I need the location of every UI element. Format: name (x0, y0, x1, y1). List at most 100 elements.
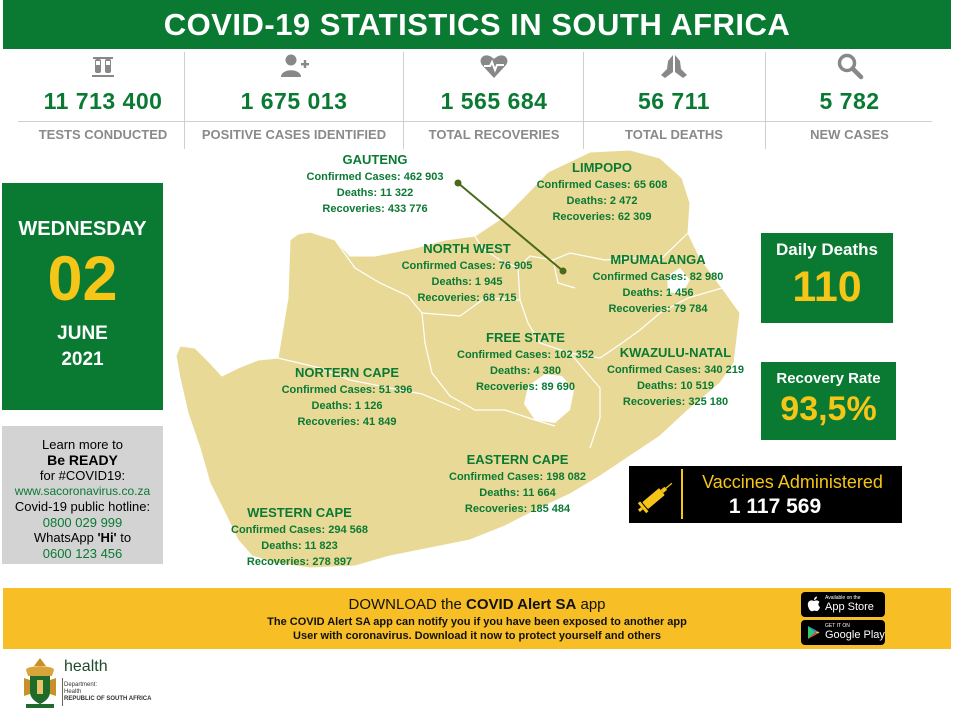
lesotho (524, 374, 574, 423)
recovery-rate-value: 93,5% (780, 390, 877, 428)
province-recoveries: Recoveries: 278 897 (246, 556, 353, 568)
vaccines-box: Vaccines Administered 1 117 569 (629, 466, 902, 523)
apple-icon (807, 596, 820, 612)
stat-recoveries: 1 565 684 TOTAL RECOVERIES (405, 50, 583, 150)
province-recoveries: Recoveries: 68 715 (417, 292, 517, 304)
map-land (175, 149, 741, 569)
info-whatsapp-line: WhatsApp 'Hi' to (2, 530, 163, 546)
stat-value: 11 713 400 (43, 88, 163, 114)
info-line-bold: Be READY (47, 451, 118, 468)
province-gauteng: GAUTENG Confirmed Cases: 462 903 Deaths:… (295, 151, 455, 217)
info-line: Learn more to (42, 437, 123, 452)
download-line-1: The COVID Alert SA app can notify you if… (267, 616, 687, 628)
province-name: GAUTENG (342, 152, 408, 167)
heartbeat-icon (480, 55, 508, 78)
province-deaths: Deaths: 1 945 (431, 276, 503, 288)
province-north-west: NORTH WEST Confirmed Cases: 76 905 Death… (392, 240, 542, 306)
province-name: MPUMALANGA (610, 252, 706, 267)
date-box: WEDNESDAY 02 JUNE 2021 (2, 183, 163, 410)
province-kwazulu-natal: KWAZULU-NATAL Confirmed Cases: 340 219 D… (598, 344, 753, 410)
province-cases: Confirmed Cases: 82 980 (592, 271, 724, 283)
logo-line-3: REPUBLIC OF SOUTH AFRICA (64, 696, 152, 702)
daily-deaths-label: Daily Deaths (775, 240, 879, 259)
province-name: NORTH WEST (423, 241, 511, 256)
stat-value: 1 565 684 (440, 88, 548, 114)
stat-positive-cases: 1 675 013 POSITIVE CASES IDENTIFIED (190, 50, 398, 150)
coat-of-arms-icon (24, 658, 56, 708)
recovery-rate-label: Recovery Rate (776, 370, 881, 387)
info-whatsapp-hi: 'Hi' (97, 530, 117, 545)
stat-value: 1 675 013 (240, 88, 348, 114)
logo-line-1: Department: (64, 682, 98, 688)
google-play-small-text: GET IT ON (825, 623, 850, 629)
province-recoveries: Recoveries: 62 309 (552, 211, 652, 223)
stat-label: POSITIVE CASES IDENTIFIED (201, 127, 387, 142)
province-deaths: Deaths: 11 322 (336, 187, 414, 199)
test-tubes-icon (92, 57, 114, 77)
info-whatsapp-post: to (116, 530, 132, 545)
logo-divider (62, 678, 63, 706)
recovery-rate-box: Recovery Rate 93,5% (761, 362, 896, 440)
province-free-state: FREE STATE Confirmed Cases: 102 352 Deat… (448, 329, 603, 395)
app-store-button[interactable]: Available on the App Store (801, 592, 885, 617)
province-deaths: Deaths: 4 380 (490, 365, 561, 377)
magnifier-icon (837, 53, 863, 80)
province-borders (277, 232, 723, 449)
logo-subtext: Department: Health REPUBLIC OF SOUTH AFR… (64, 682, 151, 703)
province-recoveries: Recoveries: 325 180 (622, 396, 729, 408)
syringe-icon (637, 482, 673, 514)
date-day: 02 (47, 244, 118, 314)
divider (403, 52, 404, 149)
logo-word: health (64, 658, 108, 675)
province-cases: Confirmed Cases: 76 905 (401, 260, 533, 272)
date-year: 2021 (61, 349, 104, 370)
eswatini (667, 268, 690, 294)
province-deaths: Deaths: 11 823 (261, 540, 338, 552)
google-play-icon (808, 626, 820, 639)
province-deaths: Deaths: 1 456 (622, 287, 694, 299)
province-western-cape: WESTERN CAPE Confirmed Cases: 294 568 De… (222, 504, 377, 570)
province-name: WESTERN CAPE (247, 505, 352, 520)
stat-new-cases: 5 782 NEW CASES (767, 50, 932, 150)
divider (583, 52, 584, 149)
download-line-2: User with coronavirus. Download it now t… (293, 630, 661, 642)
praying-hands-icon (661, 55, 687, 78)
province-limpopo: LIMPOPO Confirmed Cases: 65 608 Deaths: … (527, 159, 677, 225)
province-cases: Confirmed Cases: 198 082 (449, 471, 586, 483)
stat-label: TOTAL RECOVERIES (428, 127, 560, 142)
download-app-name: COVID Alert SA (466, 596, 577, 613)
province-mpumalanga: MPUMALANGA Confirmed Cases: 82 980 Death… (583, 251, 733, 317)
province-deaths: Deaths: 1 126 (311, 400, 383, 412)
stat-value: 5 782 (819, 88, 880, 114)
download-bar: DOWNLOAD the COVID Alert SA app The COVI… (3, 588, 951, 649)
stat-value: 56 711 (637, 88, 711, 114)
divider (681, 469, 683, 519)
province-name: FREE STATE (486, 330, 565, 345)
gauteng-pointer-dot (454, 179, 462, 187)
province-northern-cape: NORTERN CAPE Confirmed Cases: 51 396 Dea… (272, 364, 422, 430)
stat-tests: 11 713 400 TESTS CONDUCTED (18, 50, 188, 150)
province-cases: Confirmed Cases: 294 568 (231, 524, 368, 536)
info-website-link[interactable]: www.sacoronavirus.co.za (14, 483, 151, 498)
stat-deaths: 56 711 TOTAL DEATHS (585, 50, 763, 150)
province-cases: Confirmed Cases: 340 219 (607, 364, 744, 376)
province-deaths: Deaths: 11 664 (479, 487, 556, 499)
google-play-button[interactable]: GET IT ON Google Play (801, 620, 885, 645)
logo-line-2: Health (64, 689, 82, 695)
vaccines-value: 1 117 569 (728, 495, 822, 518)
province-deaths: Deaths: 10 519 (636, 380, 715, 392)
province-eastern-cape: EASTERN CAPE Confirmed Cases: 198 082 De… (440, 451, 595, 517)
daily-deaths-box: Daily Deaths 110 (761, 233, 893, 323)
stat-label: TESTS CONDUCTED (38, 127, 168, 142)
download-heading: DOWNLOAD the COVID Alert SA app (3, 596, 951, 613)
date-weekday: WEDNESDAY (18, 218, 147, 240)
province-cases: Confirmed Cases: 65 608 (536, 179, 668, 191)
south-africa-map (175, 149, 741, 569)
province-deaths: Deaths: 2 472 (566, 195, 638, 207)
province-recoveries: Recoveries: 185 484 (464, 503, 571, 515)
province-cases: Confirmed Cases: 102 352 (457, 349, 594, 361)
info-hotline-label: Covid-19 public hotline: (14, 499, 151, 514)
info-line: for #COVID19: (39, 468, 126, 483)
gauteng-marker (559, 267, 567, 275)
info-box: Learn more to Be READY for #COVID19: www… (2, 426, 163, 564)
